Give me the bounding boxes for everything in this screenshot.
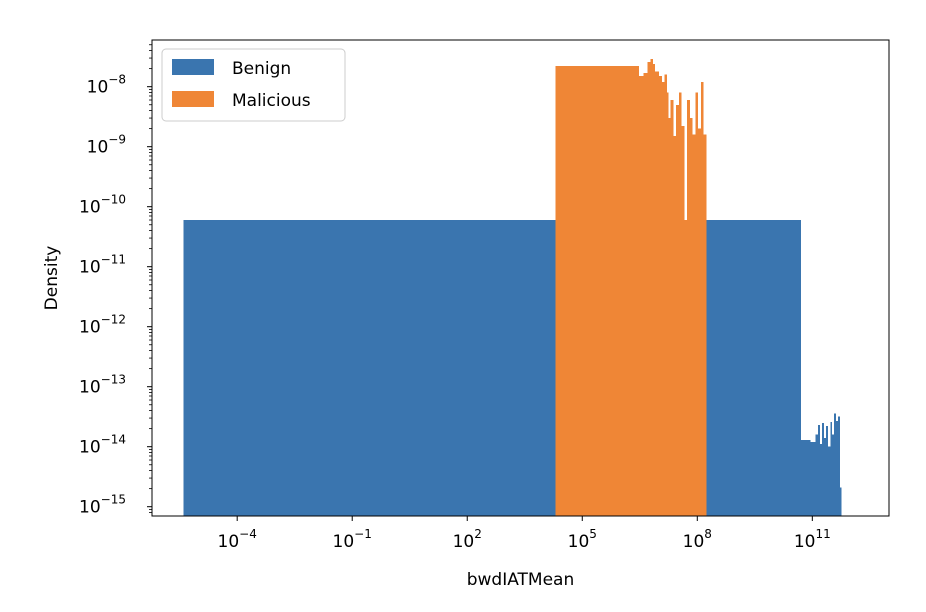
- series-benign: [183, 220, 842, 516]
- malicious-bar: [670, 100, 674, 516]
- legend-label-benign: Benign: [232, 59, 291, 79]
- benign-bar: [839, 487, 842, 516]
- series-malicious: [555, 58, 707, 516]
- x-tick-label: 102: [453, 527, 482, 552]
- malicious-bar: [664, 74, 667, 516]
- malicious-bar: [655, 71, 659, 516]
- malicious-bar: [687, 100, 690, 516]
- malicious-bar: [689, 118, 693, 516]
- malicious-bar: [658, 76, 662, 516]
- y-axis-label: Density: [42, 246, 62, 311]
- legend-label-malicious: Malicious: [232, 91, 311, 111]
- malicious-bar: [650, 58, 654, 516]
- plot-area: [183, 58, 842, 516]
- x-tick-label: 1011: [794, 527, 831, 552]
- x-tick-label: 10−1: [333, 527, 372, 552]
- x-axis-label: bwdIATMean: [467, 570, 575, 590]
- malicious-bar: [673, 136, 677, 516]
- benign-bar: [800, 439, 811, 516]
- x-tick-label: 105: [568, 527, 597, 552]
- y-tick-label: 10−14: [79, 433, 126, 458]
- malicious-bar: [692, 134, 696, 516]
- benign-bar: [810, 441, 816, 516]
- x-axis: 10−4 10−1 102 105 108 1011: [218, 516, 831, 552]
- y-tick-label: 10−10: [79, 193, 126, 218]
- y-tick-label: 10−8: [87, 73, 126, 98]
- benign-bar: [836, 420, 839, 516]
- benign-bar: [817, 424, 821, 516]
- benign-bar: [820, 444, 823, 516]
- benign-bar: [828, 446, 831, 516]
- malicious-bar: [666, 92, 669, 516]
- malicious-bar: [678, 92, 682, 516]
- y-tick-label: 10−12: [79, 313, 126, 338]
- malicious-bar: [638, 76, 644, 516]
- benign-bar: [183, 220, 801, 516]
- legend-swatch-benign: [172, 59, 214, 75]
- malicious-bar: [695, 92, 699, 516]
- malicious-bar: [703, 134, 707, 516]
- y-tick-label: 10−9: [87, 133, 126, 158]
- benign-bar: [830, 421, 833, 516]
- benign-bar: [832, 434, 835, 516]
- benign-bar: [838, 416, 840, 516]
- malicious-bar: [555, 66, 639, 516]
- benign-bar: [834, 413, 837, 516]
- malicious-bar: [668, 118, 671, 516]
- malicious-bar: [698, 128, 701, 516]
- malicious-bar: [681, 126, 685, 516]
- legend: Benign Malicious: [161, 48, 346, 122]
- malicious-bar: [653, 63, 656, 516]
- plot-frame: [151, 39, 890, 517]
- malicious-bar: [700, 81, 704, 516]
- malicious-bar: [676, 104, 679, 516]
- y-tick-label: 10−13: [79, 373, 126, 398]
- benign-bar: [823, 437, 827, 516]
- x-tick-label: 10−4: [218, 527, 257, 552]
- benign-bar: [826, 426, 829, 516]
- malicious-bar: [647, 61, 651, 516]
- malicious-bar: [684, 220, 688, 516]
- malicious-bar: [661, 81, 665, 516]
- benign-bar: [822, 422, 824, 516]
- benign-bar: [815, 434, 818, 516]
- malicious-bar: [643, 72, 648, 516]
- legend-swatch-malicious: [172, 91, 214, 107]
- y-axis: 10−15 10−14 10−13 10−12 10−11 10−10 10−9 10−8: [79, 44, 152, 518]
- y-tick-label: 10−11: [79, 253, 126, 278]
- y-tick-label: 10−15: [79, 493, 126, 518]
- x-tick-label: 108: [683, 527, 712, 552]
